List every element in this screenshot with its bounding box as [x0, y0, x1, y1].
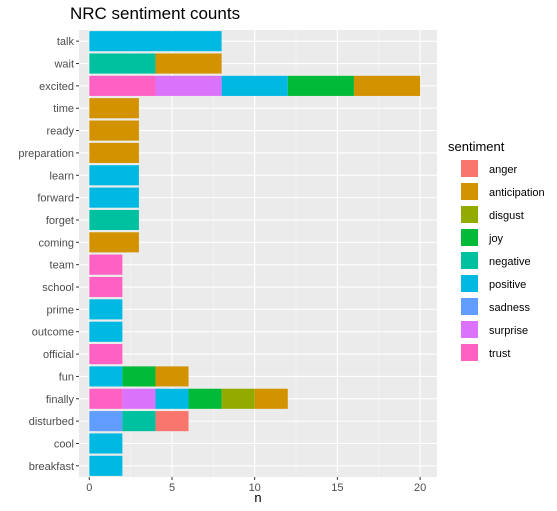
y-tick-label: disturbed — [29, 416, 74, 428]
bar-school-trust — [89, 276, 123, 298]
y-tick-label: ready — [46, 126, 74, 138]
legend-label-anticipation: anticipation — [489, 187, 545, 199]
y-tick-label: time — [53, 103, 74, 115]
bar-prime-positive — [89, 299, 123, 320]
bar-finally-joy — [188, 388, 222, 409]
x-axis-title: n — [254, 490, 261, 505]
bar-disturbed-negative — [122, 411, 156, 432]
bars — [89, 31, 421, 476]
legend-label-negative: negative — [489, 256, 531, 268]
y-tick-label: wait — [53, 59, 74, 71]
y-tick-label: breakfast — [29, 461, 74, 473]
y-tick-label: fun — [59, 371, 74, 383]
y-tick-label: team — [50, 260, 74, 272]
bar-wait-anticipation — [155, 53, 222, 74]
y-axis: talk wait excited time ready preparation learn… — [18, 36, 79, 473]
y-tick-label: forward — [37, 193, 74, 205]
legend: sentiment anger anticipation disgust joy neg… — [448, 139, 545, 361]
bar-fun-positive — [89, 366, 123, 387]
bar-disturbed-anger — [155, 411, 189, 432]
bar-finally-positive — [155, 388, 189, 409]
y-tick-label: prime — [46, 304, 74, 316]
y-tick-label: forget — [46, 215, 74, 227]
x-tick-label: 20 — [414, 482, 426, 494]
x-tick-label: 5 — [169, 482, 175, 494]
bar-breakfast-positive — [89, 455, 123, 476]
legend-swatch-disgust — [461, 206, 478, 223]
bar-cool-positive — [89, 433, 123, 454]
bar-outcome-positive — [89, 321, 123, 342]
y-tick-label: preparation — [18, 148, 74, 160]
bar-wait-negative — [89, 53, 156, 74]
bar-finally-anticipation — [254, 388, 288, 409]
bar-ready-anticipation — [89, 120, 139, 141]
bar-official-trust — [89, 344, 123, 365]
x-tick-label: 0 — [86, 482, 92, 494]
y-tick-label: official — [43, 349, 74, 361]
bar-excited-anticipation — [353, 75, 421, 96]
y-tick-label: learn — [50, 170, 74, 182]
bar-finally-surprise — [122, 388, 156, 409]
legend-swatch-joy — [461, 229, 478, 246]
bar-coming-anticipation — [89, 232, 139, 253]
bar-fun-anticipation — [155, 366, 189, 387]
legend-swatch-anger — [461, 160, 478, 177]
bar-preparation-anticipation — [89, 142, 139, 163]
legend-label-sadness: sadness — [489, 302, 530, 314]
legend-label-trust: trust — [489, 348, 510, 360]
y-tick-label: outcome — [32, 327, 74, 339]
legend-label-anger: anger — [489, 164, 517, 176]
legend-swatch-surprise — [461, 321, 478, 338]
bar-forward-positive — [89, 187, 139, 208]
x-tick-label: 15 — [331, 482, 343, 494]
legend-swatch-negative — [461, 252, 478, 269]
y-tick-label: school — [42, 282, 74, 294]
bar-finally-disgust — [221, 388, 255, 409]
legend-swatch-trust — [461, 344, 478, 361]
legend-label-joy: joy — [488, 233, 504, 245]
plot-panel — [79, 30, 437, 477]
bar-excited-surprise — [155, 75, 222, 96]
legend-swatch-positive — [461, 275, 478, 292]
x-axis: 0 5 10 15 20 — [86, 477, 426, 494]
legend-swatch-sadness — [461, 298, 478, 315]
y-tick-label: cool — [54, 438, 74, 450]
bar-excited-joy — [287, 75, 354, 96]
bar-time-anticipation — [89, 98, 139, 119]
y-tick-label: talk — [57, 36, 75, 48]
legend-label-positive: positive — [489, 279, 526, 291]
legend-label-disgust: disgust — [489, 210, 524, 222]
bar-learn-positive — [89, 165, 139, 186]
legend-swatch-anticipation — [461, 183, 478, 200]
x-tick-label: 10 — [249, 482, 261, 494]
bar-excited-trust — [89, 75, 156, 96]
bar-talk-positive — [89, 31, 222, 52]
legend-title: sentiment — [448, 139, 505, 154]
bar-fun-joy — [122, 366, 156, 387]
bar-finally-trust — [89, 388, 123, 409]
chart-title: NRC sentiment counts — [70, 4, 240, 23]
bar-forget-negative — [89, 209, 139, 231]
y-tick-label: coming — [39, 237, 74, 249]
bar-team-trust — [89, 254, 123, 275]
legend-label-surprise: surprise — [489, 325, 528, 337]
y-tick-label: finally — [46, 394, 75, 406]
bar-excited-positive — [221, 75, 288, 96]
bar-disturbed-sadness — [89, 411, 123, 432]
y-tick-label: excited — [39, 81, 74, 93]
